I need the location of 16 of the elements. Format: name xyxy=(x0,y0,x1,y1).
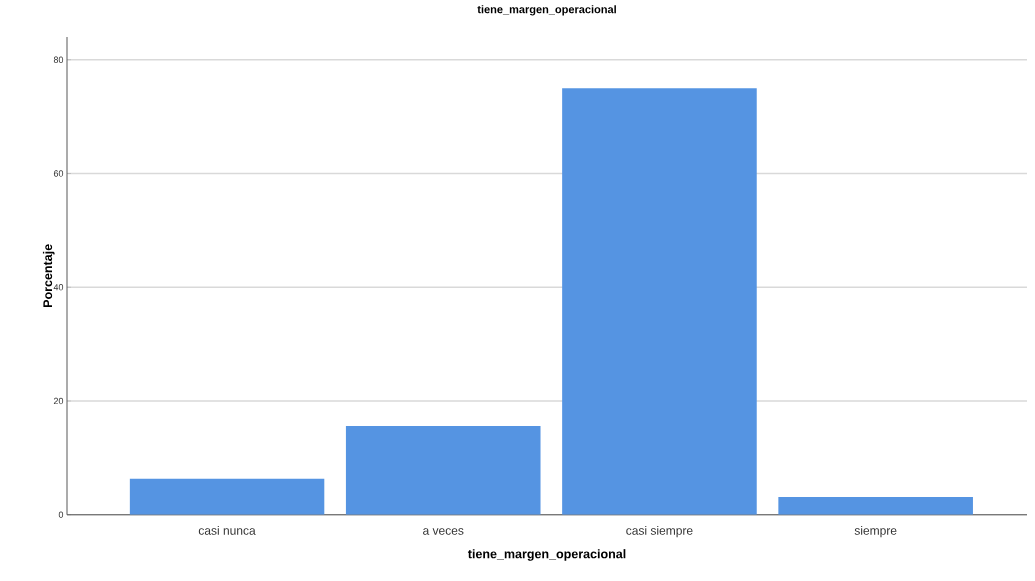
x-axis-title: tiene_margen_operacional xyxy=(467,549,626,561)
x-tick-label: siempre xyxy=(854,526,897,538)
y-tick-label: 0 xyxy=(58,511,64,518)
bar xyxy=(129,478,325,515)
bar xyxy=(345,425,541,515)
y-tick-label: 40 xyxy=(53,284,64,291)
y-tick-label: 60 xyxy=(53,170,64,177)
x-tick-label: a veces xyxy=(423,528,464,535)
x-tick-label: casi nunca xyxy=(198,526,256,535)
chart-title: tiene_margen_operacional xyxy=(477,5,616,16)
x-tick-label: casi siempre xyxy=(626,526,693,538)
y-tick-label: 80 xyxy=(53,56,64,63)
bar xyxy=(778,497,973,515)
bar xyxy=(562,88,757,515)
y-axis-title: Porcentaje xyxy=(42,244,55,307)
y-tick-label: 20 xyxy=(53,397,64,405)
